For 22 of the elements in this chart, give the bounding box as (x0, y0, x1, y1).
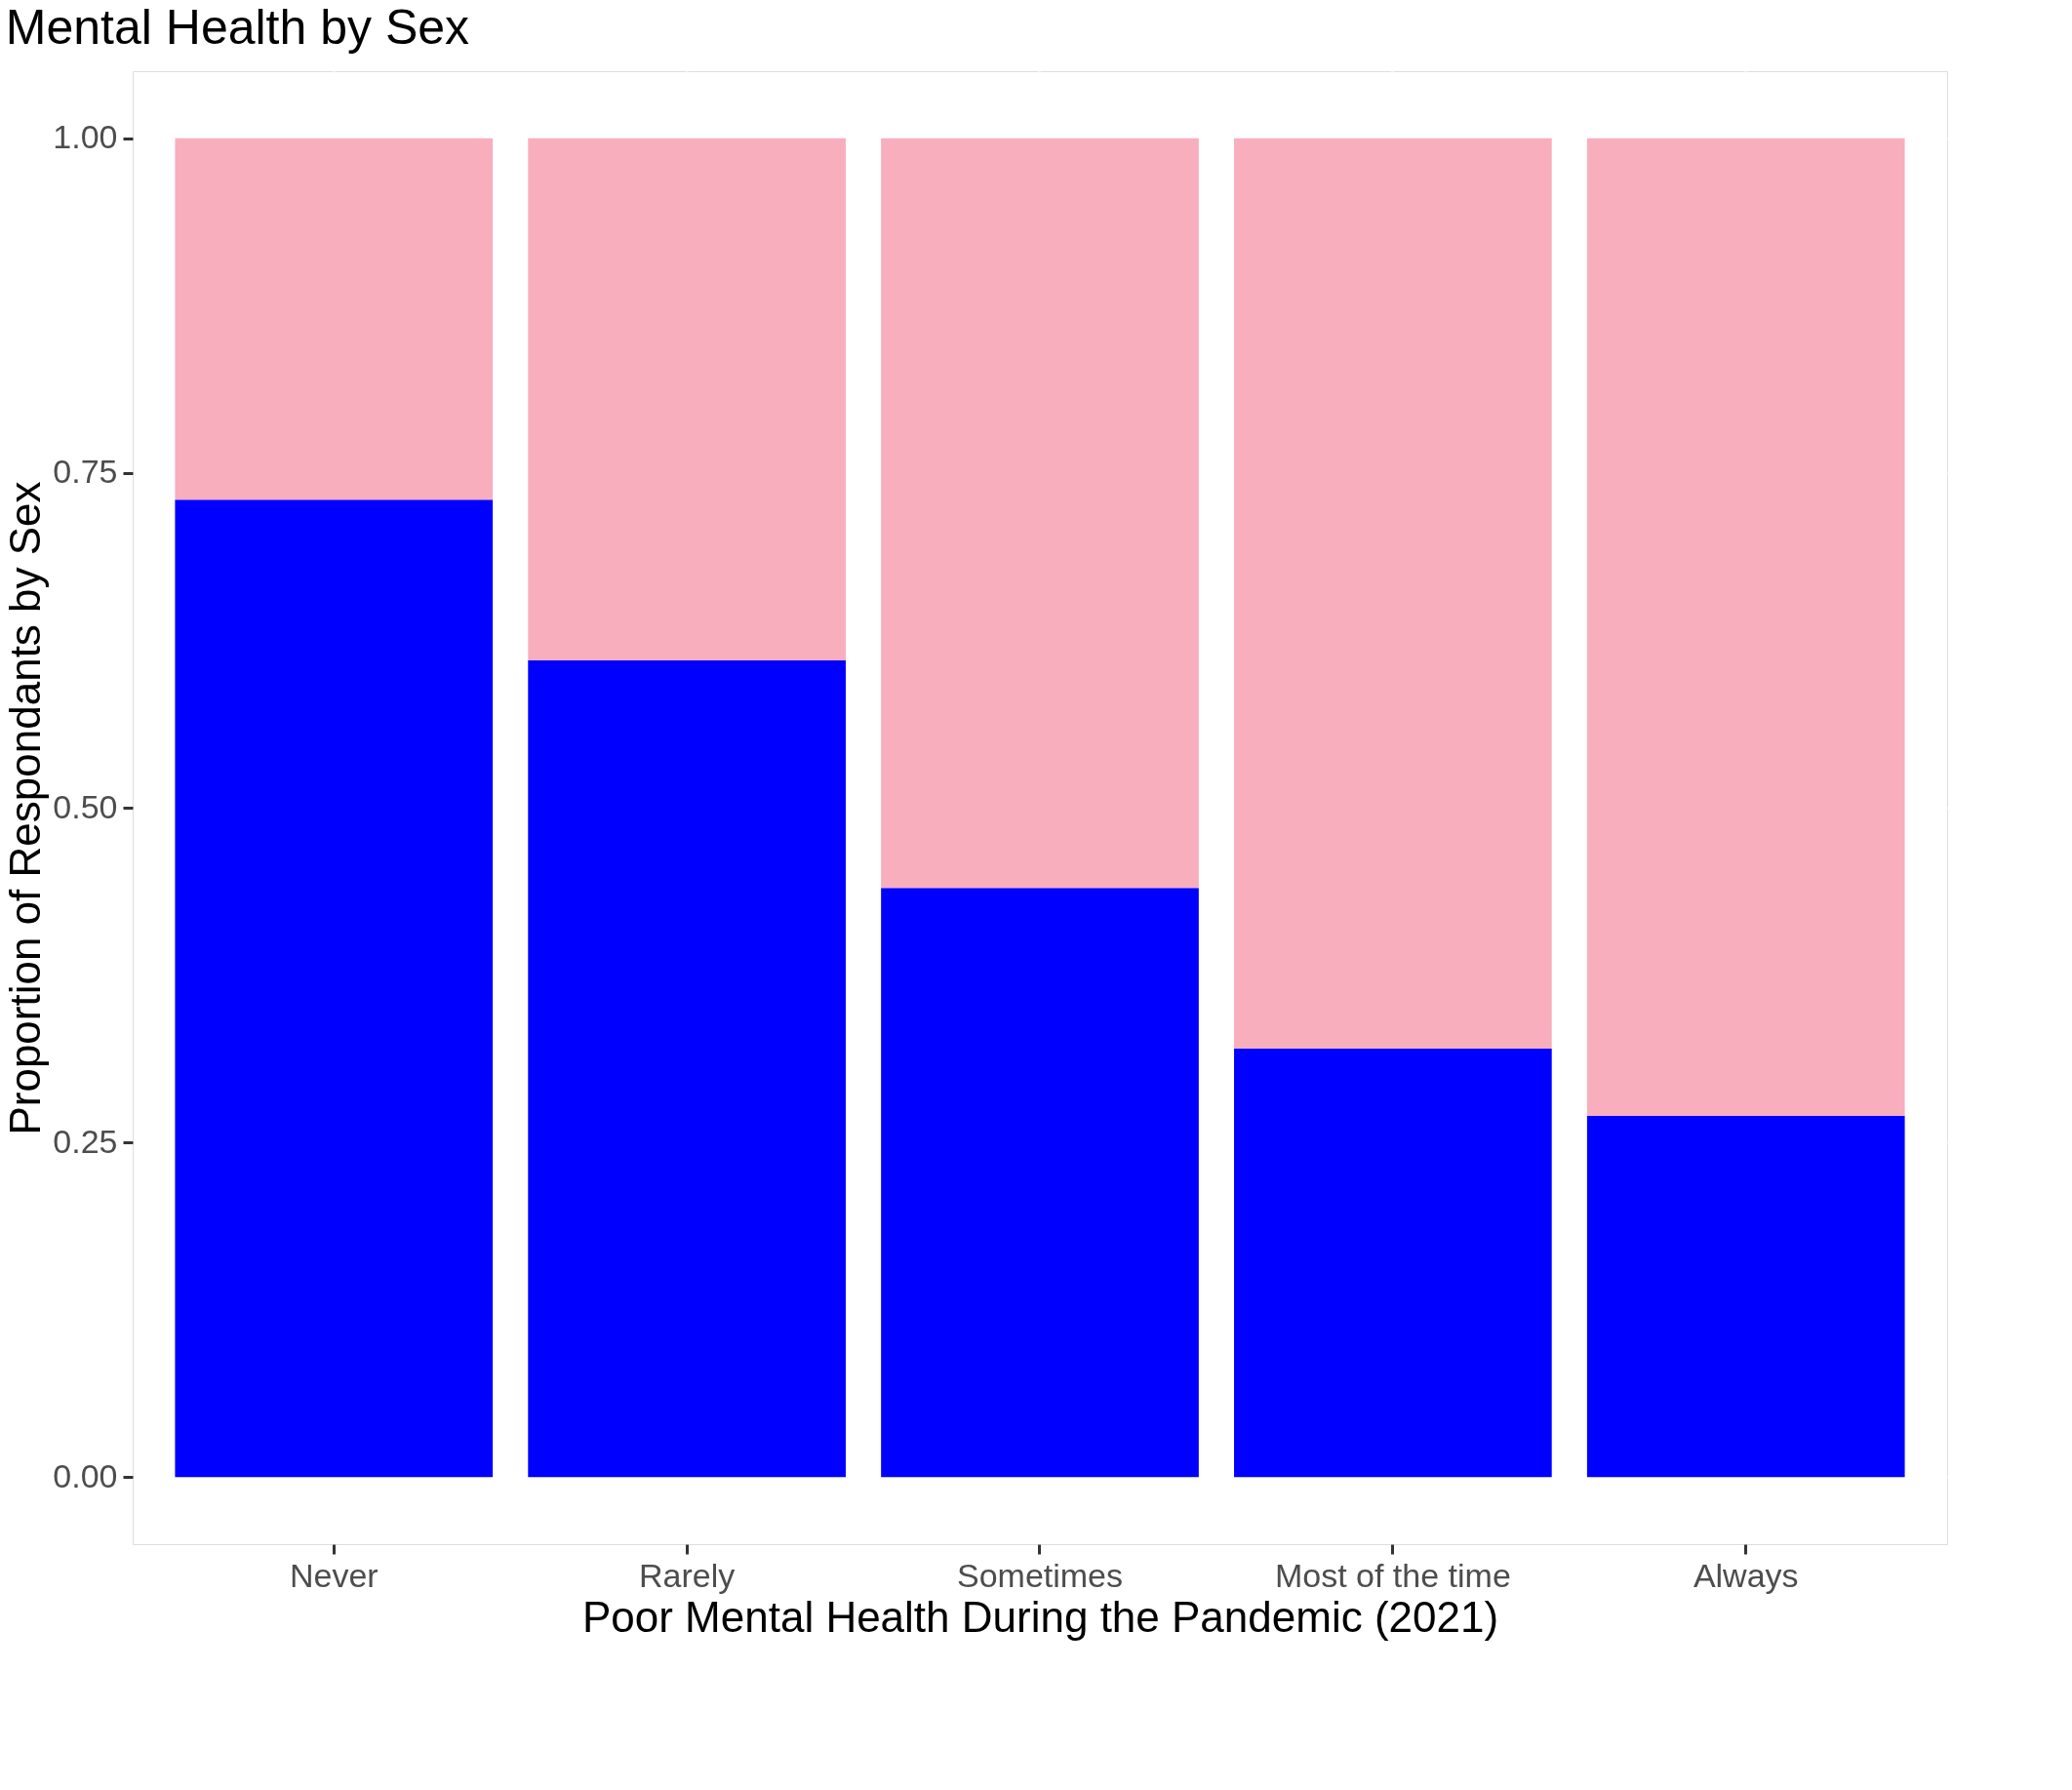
bar (1234, 1049, 1552, 1478)
y-tick-label: 0.25 (53, 1122, 118, 1160)
x-tick-label: Rarely (639, 1556, 736, 1594)
bar (1586, 138, 1905, 1116)
bar (528, 138, 846, 660)
y-tick-label: 0.50 (53, 787, 118, 825)
bar (175, 499, 494, 1478)
bar (1586, 1115, 1905, 1478)
y-tick-label: 0.00 (53, 1456, 118, 1494)
y-tick-label: 1.00 (53, 118, 118, 156)
x-tick-label: Most of the time (1274, 1556, 1511, 1594)
bar (881, 888, 1199, 1478)
bar (1234, 138, 1552, 1050)
bar (528, 660, 846, 1478)
x-tick-label: Never (289, 1556, 379, 1594)
x-tick-label: Sometimes (956, 1556, 1124, 1594)
x-tick-label: Always (1693, 1556, 1799, 1594)
y-axis-title: Proportion of Respondants by Sex (1, 481, 50, 1135)
bar (175, 138, 494, 500)
bar (881, 138, 1199, 889)
chart-title: Mental Health by Sex (5, 0, 470, 55)
y-tick-label: 0.75 (53, 453, 118, 491)
